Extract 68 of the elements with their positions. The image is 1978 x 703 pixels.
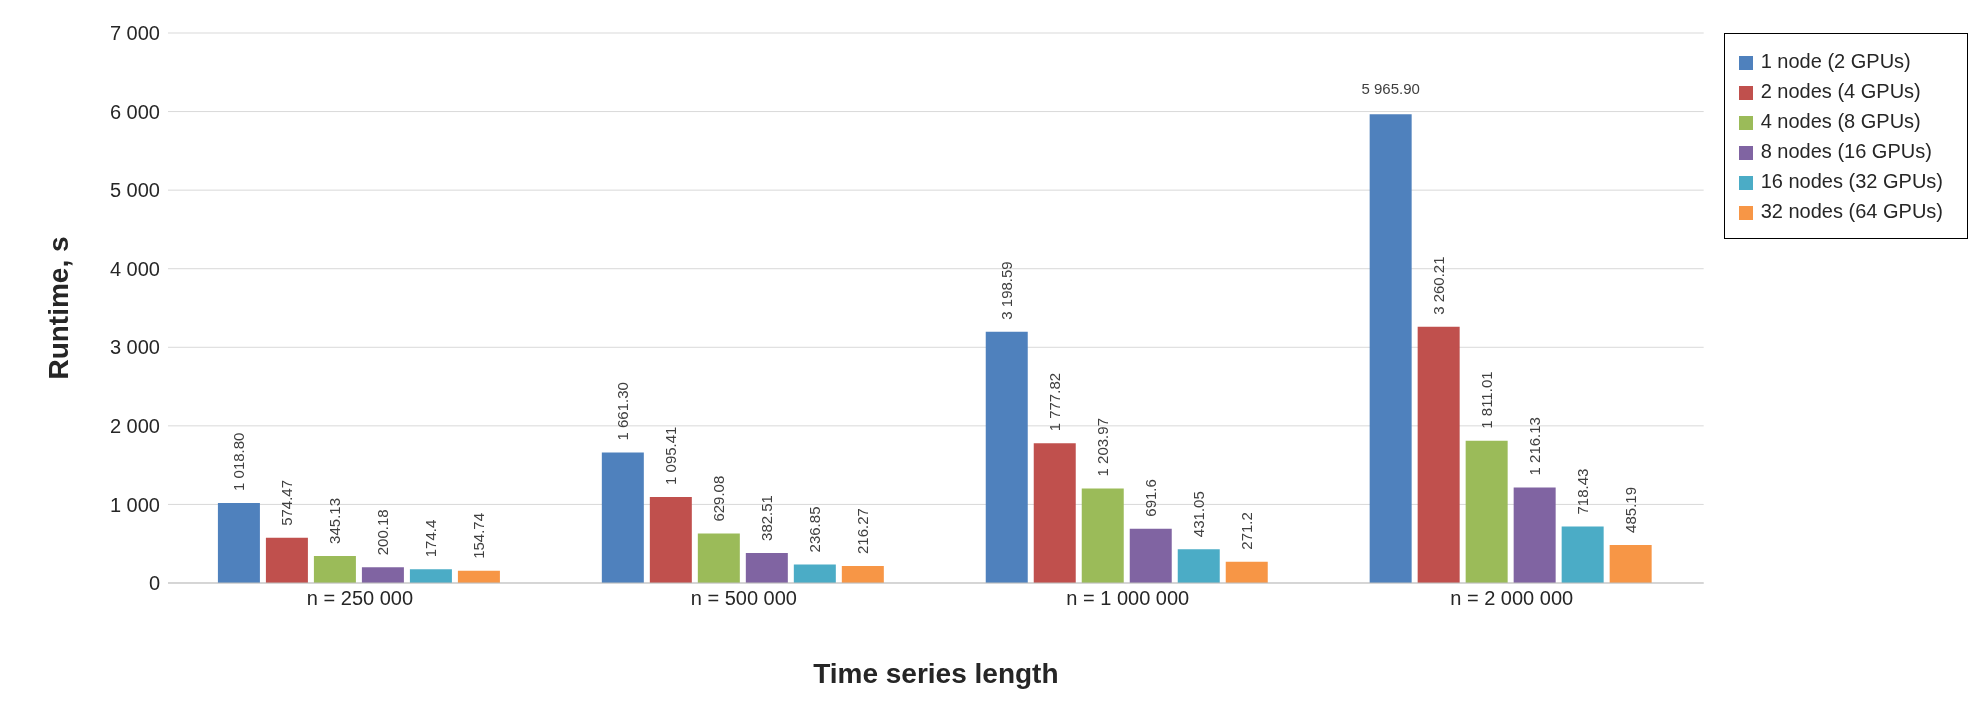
bar [217, 502, 260, 583]
legend-label: 16 nodes (32 GPUs) [1760, 170, 1943, 192]
x-tick-label: n = 1 000 000 [1066, 587, 1190, 610]
bar [1609, 544, 1652, 583]
bar [313, 555, 356, 583]
bar [649, 496, 692, 583]
bar [1033, 443, 1076, 583]
y-tick-label: 7 000 [109, 22, 160, 45]
bar [793, 564, 836, 583]
data-label: 1 018.80 [229, 432, 247, 491]
bar [697, 533, 740, 583]
bar [265, 537, 308, 583]
data-label: 1 216.13 [1525, 417, 1543, 476]
data-label: 718.43 [1573, 468, 1591, 515]
bar [1465, 440, 1508, 583]
data-label: 1 095.41 [661, 426, 679, 485]
bar [1417, 326, 1460, 583]
data-label: 3 198.59 [997, 261, 1015, 320]
y-axis-title: Runtime, s [42, 236, 74, 380]
bar [1513, 487, 1556, 583]
bar [1177, 549, 1220, 583]
data-label: 174.4 [421, 519, 439, 558]
bar [841, 566, 884, 583]
data-label: 1 777.82 [1045, 372, 1063, 432]
x-tick-label: n = 500 000 [690, 587, 797, 610]
data-label: 1 661.30 [613, 382, 631, 441]
y-tick-label: 5 000 [109, 179, 160, 202]
bar [1561, 526, 1604, 583]
data-label: 629.08 [709, 475, 727, 522]
bar [601, 452, 644, 583]
data-label: 271.2 [1237, 512, 1255, 550]
x-tick-label: n = 250 000 [306, 587, 414, 610]
y-tick-label: 6 000 [109, 100, 160, 123]
legend-label: 8 nodes (16 GPUs) [1760, 140, 1932, 162]
data-label: 236.85 [805, 506, 823, 553]
bar [1129, 528, 1172, 583]
data-label: 154.74 [469, 512, 487, 559]
bar [985, 331, 1028, 583]
bar [745, 552, 788, 583]
data-label: 485.19 [1621, 486, 1639, 533]
y-tick-label: 1 000 [109, 493, 160, 516]
bar [409, 569, 452, 583]
x-axis-title: Time series length [813, 658, 1059, 689]
bar [1225, 561, 1268, 583]
data-label: 574.47 [277, 479, 295, 526]
data-label: 382.51 [757, 495, 775, 541]
bar [361, 567, 404, 583]
data-label: 1 811.01 [1477, 371, 1495, 429]
legend-label: 32 nodes (64 GPUs) [1760, 200, 1943, 222]
y-tick-label: 0 [148, 572, 160, 595]
data-label: 1 203.97 [1093, 418, 1111, 477]
bar [1369, 114, 1412, 583]
data-label: 345.13 [325, 497, 343, 544]
y-tick-label: 4 000 [109, 257, 160, 280]
legend-label: 2 nodes (4 GPUs) [1760, 80, 1921, 102]
data-label: 200.18 [373, 509, 391, 556]
y-tick-label: 2 000 [109, 414, 160, 437]
legend-label: 4 nodes (8 GPUs) [1760, 110, 1921, 132]
data-label: 216.27 [853, 508, 871, 555]
data-label: 431.05 [1189, 491, 1207, 538]
data-label: 5 965.90 [1361, 80, 1420, 98]
data-label: 691.6 [1141, 479, 1159, 517]
bar [1081, 488, 1124, 583]
bar [457, 570, 500, 583]
legend-label: 1 node (2 GPUs) [1760, 50, 1911, 72]
y-tick-label: 3 000 [109, 336, 160, 359]
data-label: 3 260.21 [1429, 256, 1447, 315]
x-tick-label: n = 2 000 000 [1450, 587, 1574, 610]
